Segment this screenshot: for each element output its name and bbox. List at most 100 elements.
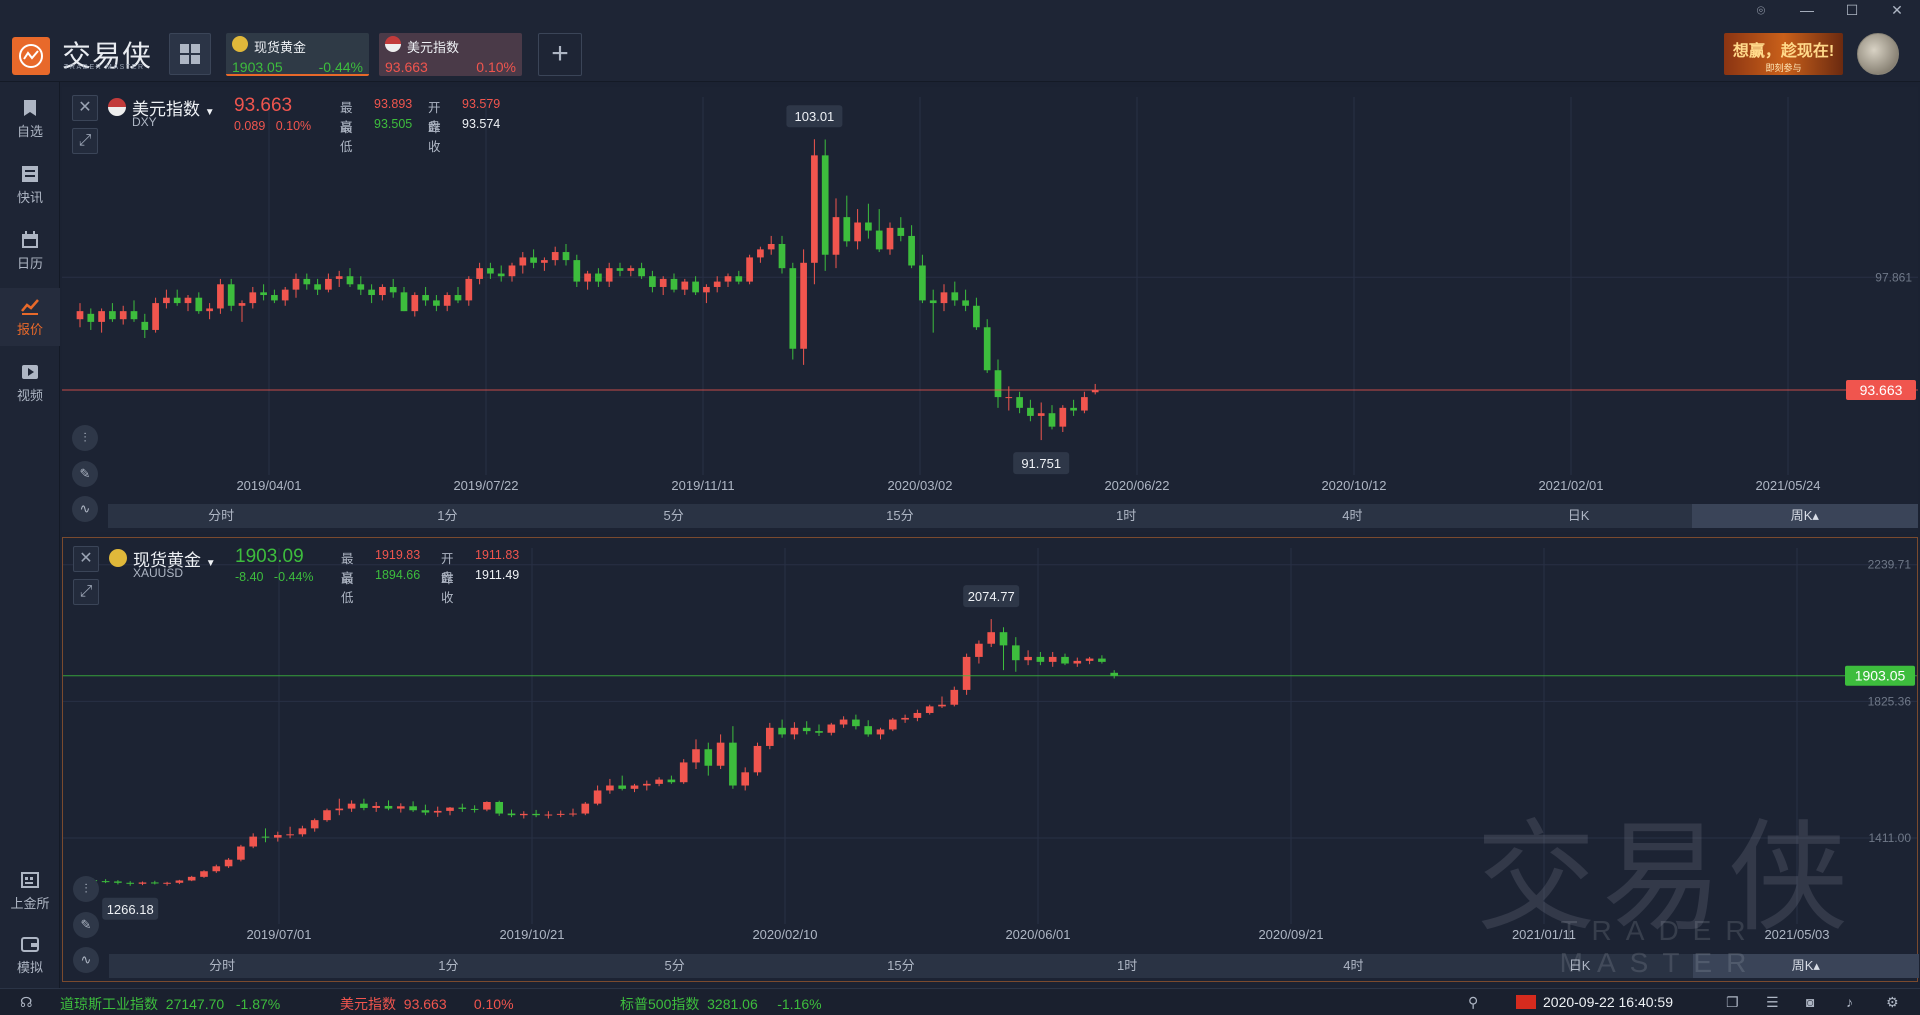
dxy-name[interactable]: 美元指数 ▼ [108,95,215,120]
candle [800,262,807,349]
candle [655,779,663,784]
gold-change-pct: -0.44% [273,570,314,584]
nav-item-calendar[interactable]: 日历 [0,230,60,272]
layout-grid-button[interactable] [169,33,211,75]
expand-panel-button[interactable]: ⤢ [73,579,99,605]
tab-dxy[interactable]: 美元指数 93.663 0.10% [379,33,522,76]
ticker-dow[interactable]: 道琼斯工业指数 27147.70 -1.87% [60,994,280,1014]
candle [130,311,138,320]
tab-gold[interactable]: 现货黄金 1903.05 -0.44% [226,33,369,76]
candle [544,814,553,816]
tab-tf-day[interactable]: 日K [1568,958,1591,973]
nav-item-watchlist[interactable]: 自选 [0,98,60,140]
candle [1110,672,1119,676]
candle [487,268,494,274]
candle [802,727,811,732]
tab-tf-day[interactable]: 日K [1567,508,1590,523]
gold-chart[interactable]: 2019/07/01 2019/10/21 2020/02/10 2020/06/01… [63,538,1917,981]
minimize-button[interactable]: — [1800,2,1814,18]
candle [379,286,386,296]
maximize-button[interactable]: ☐ [1845,2,1859,18]
close-button[interactable]: ✕ [1891,2,1903,18]
candle [886,227,894,250]
window-icon[interactable]: ❐ [1726,994,1739,1010]
tab-tf-15m[interactable]: 15分 [886,508,914,523]
candle [323,810,331,821]
ticker-sp500[interactable]: 标普500指数 3281.06 -1.16% [620,994,822,1014]
tab-tf-1h[interactable]: 1时 [1116,508,1137,523]
close-panel-button[interactable]: ✕ [72,95,98,121]
draw-button[interactable]: ✎ [73,912,99,938]
candle [616,268,624,271]
candle [811,155,818,263]
indicator-button[interactable]: ⫶ [72,425,98,451]
candles-icon: ⫶ [83,430,87,445]
dxy-chart[interactable]: 2019/04/01 2019/07/22 2019/11/11 2020/03/02… [62,87,1918,532]
candle [815,731,823,733]
candle [1036,656,1045,662]
candle [476,268,483,279]
nav-item-news[interactable]: 快讯 [0,164,60,206]
tab-tf-1m[interactable]: 1分 [437,508,458,523]
gold-open: 1911.83 [475,548,520,562]
candle [87,313,95,322]
ticker-dxy-name: 美元指数 [340,996,396,1012]
gold-name[interactable]: 现货黄金 ▼ [109,546,216,571]
tab-tf-5m[interactable]: 5分 [663,508,684,523]
tab-tf-5m[interactable]: 5分 [664,958,685,973]
gold-coin-icon [232,36,248,52]
candle [962,656,971,690]
draw-button[interactable]: ✎ [72,461,98,487]
mute-icon[interactable]: ♪ [1846,994,1853,1010]
tab-tf-tick[interactable]: 分时 [209,958,236,973]
chart-type-button[interactable]: ∿ [72,496,98,522]
nav-item-sge[interactable]: 上金所 [0,870,60,912]
skin-icon[interactable]: ⌾ [1756,2,1766,18]
candle [790,727,799,735]
tab-tf-week[interactable]: 周K▴ [1691,504,1918,528]
tab-tf-week[interactable]: 周K▴ [1692,954,1919,978]
candle [962,300,969,306]
candle [483,802,491,810]
news-icon [22,166,38,182]
add-tab-button[interactable]: + [538,33,582,76]
close-panel-button[interactable]: ✕ [73,546,99,572]
tab-tf-4h[interactable]: 4时 [1342,508,1363,523]
dxy-low-label: 最低 [340,121,353,154]
candle [983,327,991,371]
list-icon[interactable]: ☰ [1766,994,1779,1010]
settings-gear-icon[interactable]: ⚙ [1886,994,1899,1010]
candle [975,643,983,657]
nav-item-simulate[interactable]: 模拟 [0,934,60,976]
line-chart-icon: ∿ [79,501,91,516]
candle [778,727,786,735]
tab-tf-4h[interactable]: 4时 [1343,958,1364,973]
gold-change-value: -8.40 [235,570,264,584]
tab-tf-tick[interactable]: 分时 [208,508,235,523]
expand-icon: ⤢ [78,132,92,149]
candle [757,249,764,258]
nav-item-quotes[interactable]: 报价 [0,288,60,346]
ticker-dxy-value: 93.663 [403,996,447,1012]
chart-type-button[interactable]: ∿ [73,947,99,973]
expand-panel-button[interactable]: ⤢ [72,128,98,154]
nav-item-video[interactable]: 视频 [0,362,60,404]
candle [724,276,732,282]
promo-subtitle: 即刻参与 [1765,63,1802,73]
tab-tf-15m[interactable]: 15分 [887,958,915,973]
user-avatar[interactable] [1857,33,1899,75]
support-headset-icon[interactable]: ☊ [20,994,33,1010]
promo-banner[interactable]: 想赢，趁现在! 即刻参与 [1724,33,1843,75]
tab-tf-1m[interactable]: 1分 [438,958,459,973]
gold-low-label: 最低 [341,572,354,605]
ticker-sp500-change: -1.16% [777,996,822,1012]
tab-tf-1h[interactable]: 1时 [1117,958,1138,973]
indicator-button[interactable]: ⫶ [73,876,99,902]
calendar-icon [22,231,38,248]
candle [372,805,381,808]
candle [126,882,135,884]
camera-icon[interactable]: ◙ [1806,994,1815,1010]
ticker-dxy[interactable]: 美元指数 93.663 0.10% [340,994,514,1014]
candle [925,706,934,713]
candle [206,308,213,312]
